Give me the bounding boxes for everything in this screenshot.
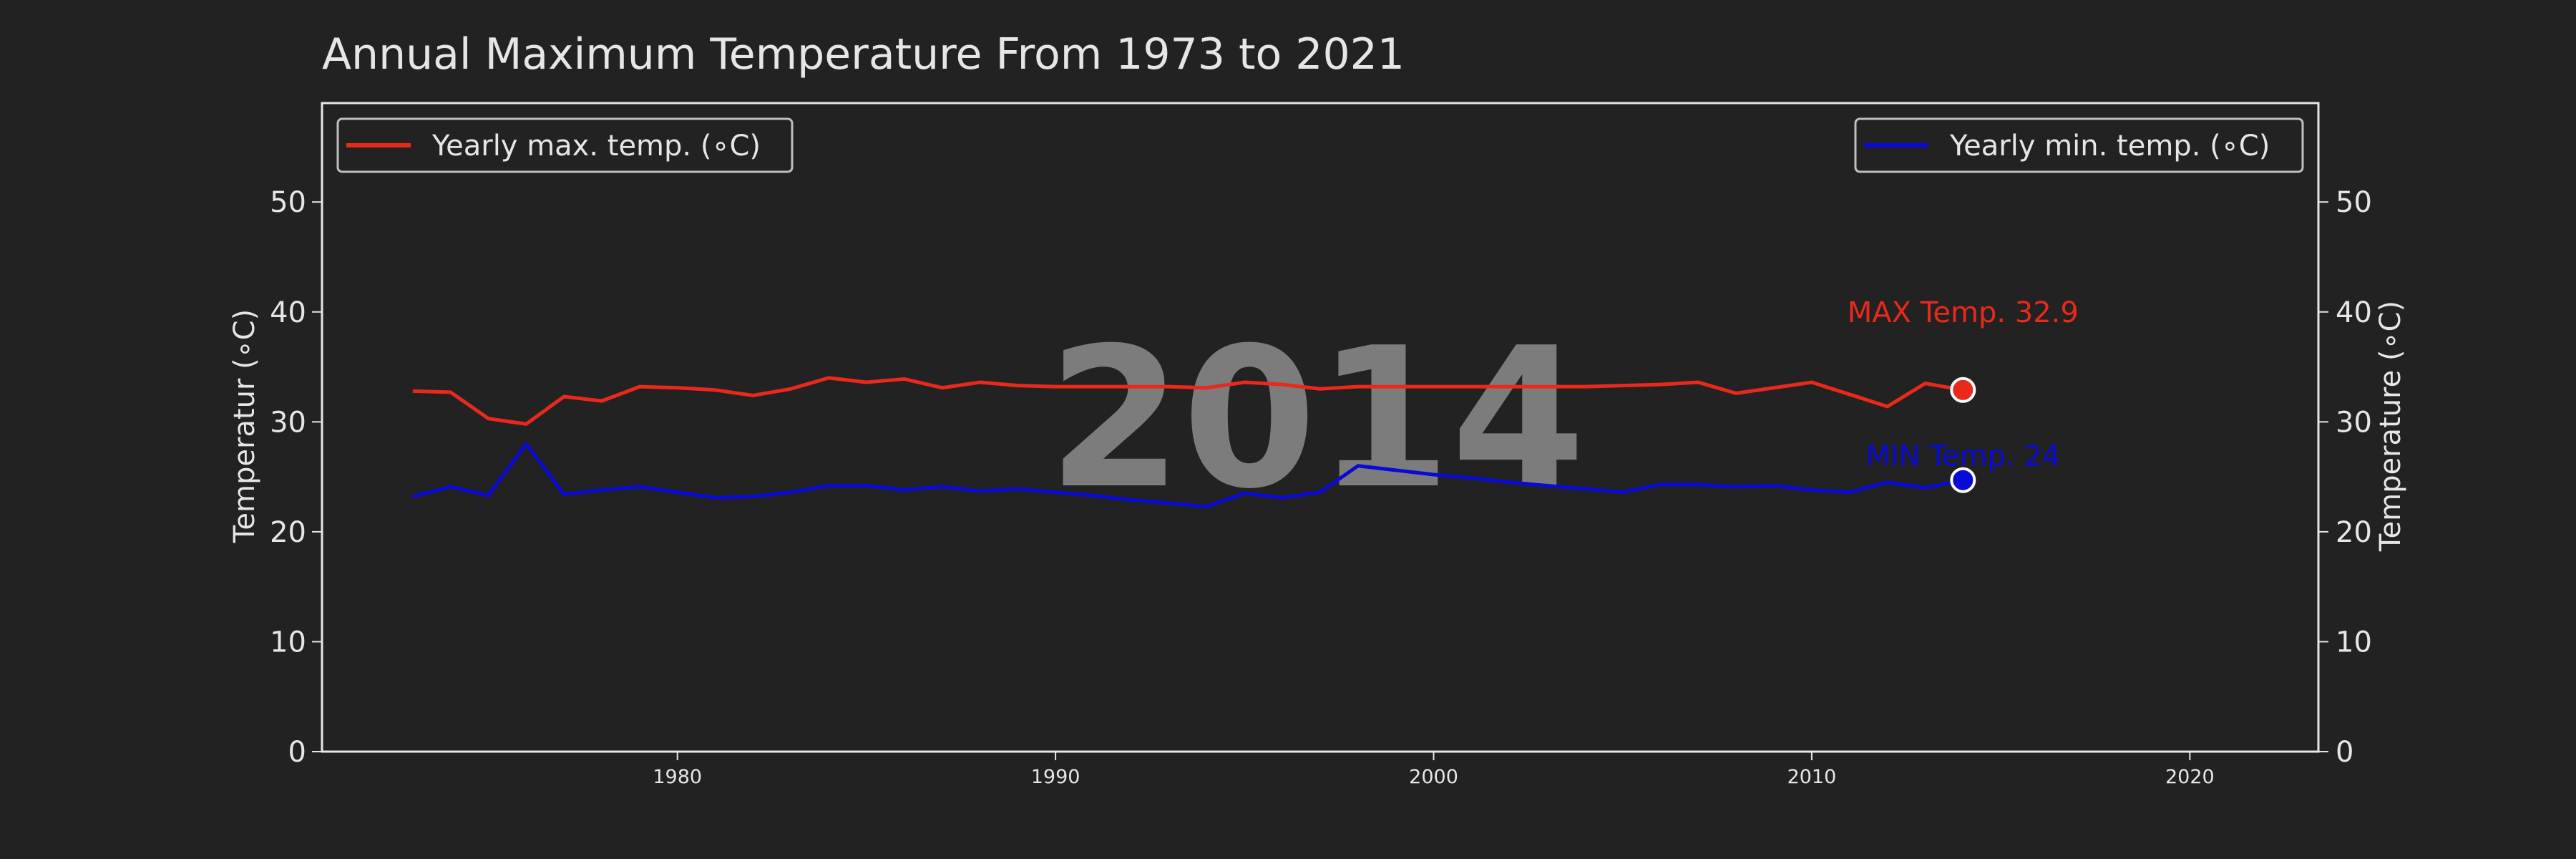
y-tick-label-left: 10	[270, 626, 306, 659]
series-line-min-temp	[412, 442, 1963, 509]
y-tick-label-left: 50	[270, 186, 306, 219]
series-line-max-temp	[412, 376, 1963, 426]
legend-frame	[336, 117, 794, 173]
x-tick-label: 1980	[653, 766, 702, 788]
legend-min-temp: Yearly min. temp. (∘C)	[1854, 117, 2304, 173]
x-tick-label: 1990	[1031, 766, 1080, 788]
series-layer	[412, 376, 1963, 509]
x-tick-label: 2020	[2165, 766, 2215, 788]
x-tick-label: 2010	[1787, 766, 1837, 788]
plot-frame	[321, 102, 2320, 753]
y-tick-label-right: 0	[2336, 736, 2353, 769]
y-axis-label-right: Temperature (∘C)	[2374, 301, 2407, 552]
year-watermark: 2014	[1048, 306, 1585, 531]
y-tick-label-right: 20	[2336, 516, 2372, 549]
legend-label: Yearly min. temp. (∘C)	[1949, 130, 2270, 162]
y-tick-label-right: 30	[2336, 406, 2372, 439]
min-temp-marker	[1950, 467, 1976, 493]
max-temp-marker	[1950, 377, 1976, 403]
y-tick-label-left: 0	[288, 736, 306, 769]
legend-max-temp: Yearly max. temp. (∘C)	[336, 117, 794, 173]
annotations: MAX Temp. 32.9 MIN Temp. 24	[1848, 296, 2079, 493]
x-tick-label: 2000	[1409, 766, 1458, 788]
legend-label: Yearly max. temp. (∘C)	[431, 130, 761, 162]
y-tick-label-right: 10	[2336, 626, 2372, 659]
max-temp-annotation: MAX Temp. 32.9	[1848, 296, 2079, 329]
y-axis-label-left: Temperatur (∘C)	[228, 309, 261, 544]
min-temp-annotation: MIN Temp. 24	[1865, 440, 2060, 473]
chart-title: Annual Maximum Temperature From 1973 to …	[322, 29, 1405, 79]
legend-frame	[1854, 117, 2304, 173]
y-tick-label-left: 30	[270, 406, 306, 439]
y-tick-label-left: 40	[270, 296, 306, 329]
y-tick-label-left: 20	[270, 516, 306, 549]
y-tick-label-right: 40	[2336, 296, 2372, 329]
y-tick-label-right: 50	[2336, 186, 2372, 219]
